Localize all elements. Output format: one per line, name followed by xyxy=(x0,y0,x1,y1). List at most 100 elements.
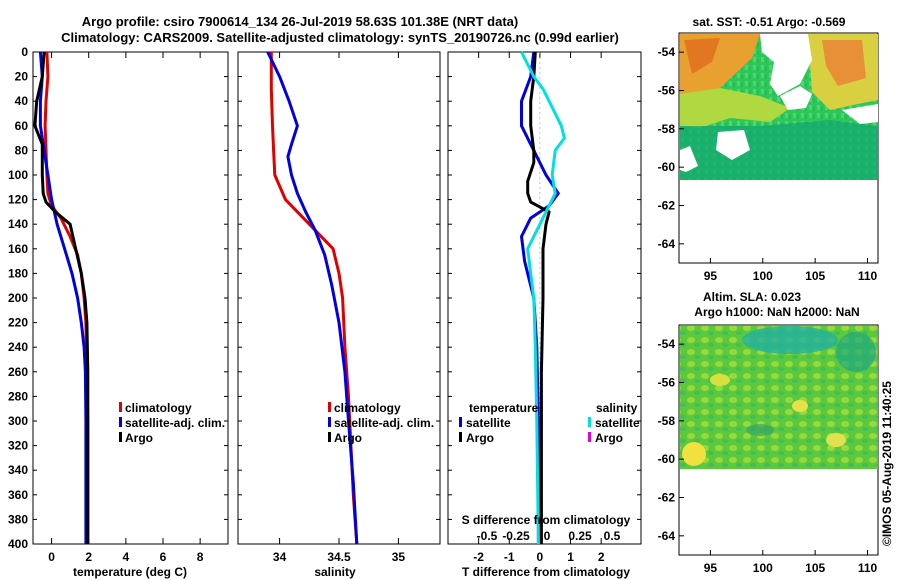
depth-axis: 0 20 40 60 80 100 120 140 160 180 200 220 240 260 280 3… xyxy=(8,45,28,551)
legend-salinity-title: salinity xyxy=(596,401,638,415)
map-y-tick-label: -54 xyxy=(658,337,676,351)
legend-climatology: climatology xyxy=(125,401,192,415)
x-tick-label: 8 xyxy=(197,550,204,564)
sla-map-title-line1: Altim. SLA: 0.023 xyxy=(703,290,801,304)
sst-map-title: sat. SST: -0.51 Argo: -0.569 xyxy=(693,15,846,29)
sla-low-anomaly xyxy=(742,326,838,354)
series-line xyxy=(526,51,551,544)
depth-tick-label: 320 xyxy=(8,439,28,453)
legend-satellite: satellite-adj. clim. xyxy=(125,416,225,430)
s-difference-label: S difference from climatology xyxy=(462,513,631,527)
difference-panel: -2 -1 0 1 2 T difference from climatology S … xyxy=(447,51,642,579)
figure-title-line1: Argo profile: csiro 7900614_134 26-Jul-2… xyxy=(82,14,518,29)
x-tick-label: 6 xyxy=(160,550,167,564)
depth-tick-label: 80 xyxy=(15,143,29,157)
depth-tick-label: 260 xyxy=(8,365,28,379)
x-tick-label: 35 xyxy=(392,550,406,564)
legend-sal-argo: Argo xyxy=(595,431,623,445)
map-y-tick-label: -54 xyxy=(658,45,676,59)
x-tick-label: 2 xyxy=(598,550,605,564)
legend-sal-satellite: satellite xyxy=(595,416,640,430)
depth-tick-label: 100 xyxy=(8,168,28,182)
sla-high-anomaly xyxy=(792,400,808,412)
depth-tick-label: 300 xyxy=(8,414,28,428)
legend-temp-satellite: satellite xyxy=(466,416,511,430)
depth-tick-label: 60 xyxy=(15,119,29,133)
depth-tick-label: 200 xyxy=(8,291,28,305)
map-y-tick-label: -62 xyxy=(658,491,676,505)
depth-tick-label: 0 xyxy=(21,45,28,59)
legend-swatch-satellite xyxy=(328,417,331,427)
legend-temp-argo: Argo xyxy=(466,431,494,445)
sst-warm-patch-east xyxy=(822,40,866,86)
depth-tick-label: 220 xyxy=(8,316,28,330)
sla-high-anomaly xyxy=(826,433,846,447)
map-x-tick-label: 110 xyxy=(858,561,878,575)
legend-argo: Argo xyxy=(125,431,153,445)
sst-missing-area xyxy=(760,34,812,96)
legend-swatch-sal-satellite xyxy=(588,417,591,427)
legend-swatch-temp-argo xyxy=(459,432,462,442)
map-x-tick-label: 110 xyxy=(858,269,878,283)
sst-map-axes: 95 100 105 110 -54 -56 -58 -60 -62 -64 xyxy=(658,45,878,283)
depth-tick-label: 380 xyxy=(8,512,28,526)
map-x-tick-label: 95 xyxy=(704,269,718,283)
temperature-legend: climatology satellite-adj. clim. Argo xyxy=(119,401,225,445)
x-tick-label: 2 xyxy=(85,550,92,564)
salinity-xlabel: salinity xyxy=(314,565,356,579)
map-x-tick-label: 100 xyxy=(753,269,773,283)
sst-missing-area xyxy=(842,104,878,124)
legend-swatch-sal-argo xyxy=(588,432,591,442)
legend-temperature-title: temperature xyxy=(469,401,539,415)
sla-high-anomaly xyxy=(710,374,730,386)
legend-climatology: climatology xyxy=(334,401,401,415)
map-x-tick-label: 105 xyxy=(805,269,825,283)
sst-map-panel: sat. SST: -0.51 Argo: -0.569 95 100 105 110… xyxy=(658,15,879,283)
difference-plot: -2 -1 0 1 2 xyxy=(448,51,641,564)
difference-xlabel: T difference from climatology xyxy=(462,565,630,579)
difference-legend: temperature salinity satellite Argo sate… xyxy=(459,401,640,445)
depth-tick-label: 160 xyxy=(8,242,28,256)
sla-map-axes: 95 100 105 110 -54 -56 -58 -60 -62 -64 xyxy=(658,337,878,575)
legend-swatch-climatology xyxy=(328,402,331,412)
map-x-tick-label: 105 xyxy=(805,561,825,575)
sst-hot-patch xyxy=(684,38,720,74)
x-tick-label: -2 xyxy=(473,550,484,564)
legend-swatch-temp-satellite xyxy=(459,417,462,427)
map-y-tick-label: -58 xyxy=(658,122,676,136)
depth-tick-label: 400 xyxy=(8,537,28,551)
temperature-plot-frame xyxy=(32,51,229,545)
sst-missing-area xyxy=(780,86,812,110)
series-line xyxy=(38,51,88,544)
legend-swatch-argo xyxy=(119,432,122,442)
sst-missing-area xyxy=(716,130,750,160)
map-x-tick-label: 100 xyxy=(753,561,773,575)
x-tick-label: 1 xyxy=(567,550,574,564)
map-y-tick-label: -58 xyxy=(658,414,676,428)
map-x-tick-label: 95 xyxy=(704,561,718,575)
map-y-tick-label: -60 xyxy=(658,160,676,174)
series-line xyxy=(520,51,566,545)
salinity-panel: 34 34.5 35 salinity climatology satellite-… xyxy=(237,51,441,579)
map-y-tick-label: -60 xyxy=(658,452,676,466)
depth-tick-label: 120 xyxy=(8,193,28,207)
x-tick-label: -1 xyxy=(504,550,515,564)
sla-high-anomaly xyxy=(682,442,706,466)
imos-credit: ©IMOS 05-Aug-2019 11:40:25 xyxy=(880,381,894,546)
temperature-panel: 0204060801001201401601802002202402602803… xyxy=(8,45,229,579)
legend-swatch-climatology xyxy=(119,402,122,412)
x-tick-label: 34.5 xyxy=(327,550,351,564)
sla-field xyxy=(680,326,878,469)
depth-tick-label: 240 xyxy=(8,340,28,354)
x-tick-label: 4 xyxy=(123,550,130,564)
legend-argo: Argo xyxy=(334,431,362,445)
x-tick-label: 0 xyxy=(537,550,544,564)
s-diff-tick: 0.5 xyxy=(604,529,621,543)
sst-yellow-band xyxy=(680,88,790,128)
temperature-xlabel: temperature (deg C) xyxy=(73,565,187,579)
s-diff-tick: -0.25 xyxy=(502,529,530,543)
salinity-plot-frame xyxy=(237,51,441,545)
temperature-plot: 0 2 4 6 8 xyxy=(33,51,228,564)
sla-low-anomaly xyxy=(746,424,774,436)
series-line xyxy=(33,51,90,544)
